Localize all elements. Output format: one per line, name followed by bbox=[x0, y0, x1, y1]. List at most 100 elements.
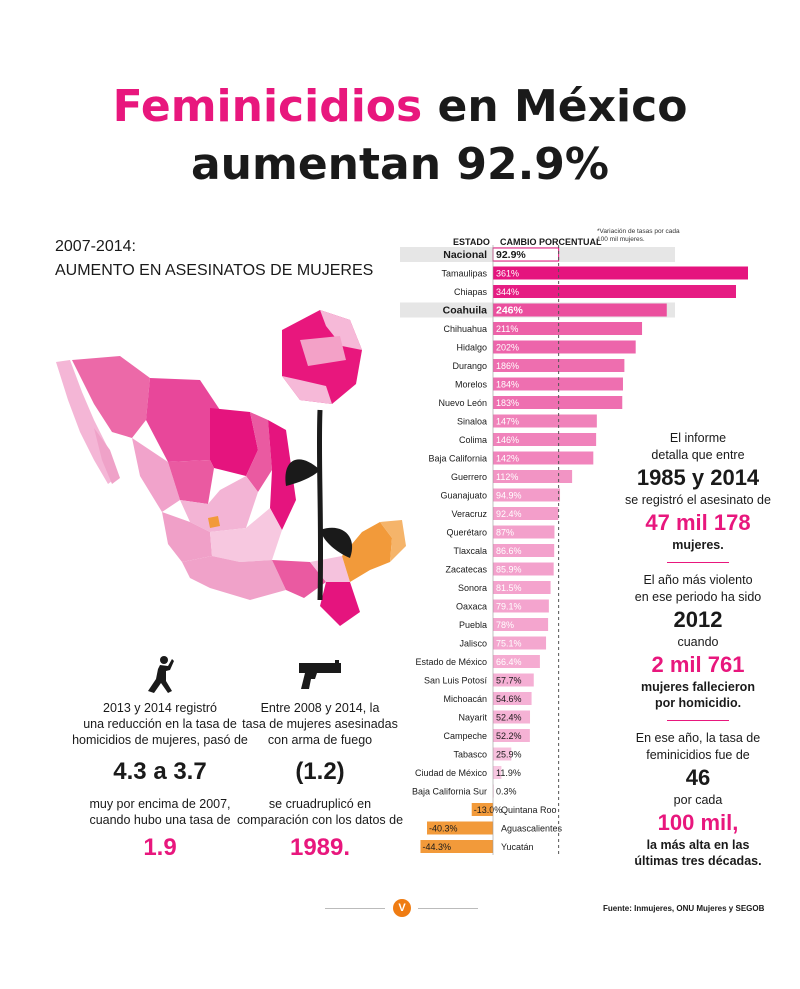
bar-chart: 92.9% Nacional 361% Tamaulipas 344% Chiapas 24… bbox=[400, 245, 748, 855]
value-label: 85.9% bbox=[496, 565, 522, 575]
bar bbox=[493, 396, 623, 409]
category-label: San Luis Potosí bbox=[424, 676, 488, 686]
category-label: Durango bbox=[452, 361, 487, 371]
stats-line: El año más violento bbox=[643, 573, 753, 587]
subtitle-years: 2007-2014: bbox=[55, 238, 136, 255]
category-label: Tamaulipas bbox=[441, 269, 487, 279]
value-label: 79.1% bbox=[496, 602, 522, 612]
category-label: Morelos bbox=[455, 380, 488, 390]
value-label: 87% bbox=[496, 528, 514, 538]
category-label: Sinaloa bbox=[457, 417, 487, 427]
col-header-estado: ESTADO bbox=[453, 237, 490, 247]
bar bbox=[493, 618, 549, 631]
stats-count2: 2 mil 761 bbox=[651, 652, 745, 677]
publisher-logo: V bbox=[393, 899, 411, 917]
bar bbox=[493, 747, 512, 761]
subtitle: 2007-2014: AUMENTO EN ASESINATOS DE MUJE… bbox=[55, 235, 373, 283]
value-label: 92.4% bbox=[496, 509, 522, 519]
value-label: 202% bbox=[496, 343, 519, 353]
bar bbox=[493, 655, 540, 668]
value-label: 25.9% bbox=[496, 750, 522, 760]
bar bbox=[493, 414, 597, 428]
block-line: Entre 2008 y 2014, la bbox=[260, 701, 380, 715]
category-label: Nayarit bbox=[458, 713, 487, 723]
value-label: 344% bbox=[496, 287, 519, 297]
value-label: 52.2% bbox=[496, 731, 522, 741]
stats-rate: 46 bbox=[685, 765, 711, 790]
stats-line: por homicidio. bbox=[654, 696, 742, 710]
stats-line: cuando bbox=[677, 635, 719, 649]
bar bbox=[493, 562, 554, 576]
divider bbox=[667, 720, 729, 721]
bar bbox=[493, 340, 636, 354]
value-label: 94.9% bbox=[496, 491, 522, 501]
bar bbox=[493, 470, 573, 483]
stats-line: detalla que entre bbox=[651, 448, 745, 462]
bar bbox=[493, 433, 597, 446]
homicide-rate-block: 2013 y 2014 registró una reducción en la… bbox=[55, 655, 265, 862]
title-line2: aumentan 92.9% bbox=[190, 139, 610, 190]
block-line: se cruadruplicó en bbox=[268, 797, 372, 811]
value-label: 186% bbox=[496, 361, 519, 371]
value-label: 54.6% bbox=[496, 694, 522, 704]
category-label: Nacional bbox=[443, 249, 487, 261]
block-line: con arma de fuego bbox=[267, 733, 373, 747]
stats-line: mujeres. bbox=[672, 538, 724, 552]
block-line: homicidios de mujeres, pasó de bbox=[72, 733, 248, 747]
value-label: 211% bbox=[496, 324, 518, 334]
bar bbox=[493, 692, 532, 705]
category-label: Estado de México bbox=[415, 657, 487, 667]
page-title: Feminicidios en México aumentan 92.9% bbox=[0, 78, 800, 194]
bar bbox=[493, 710, 531, 724]
value-label: 112% bbox=[496, 472, 518, 482]
category-label: Veracruz bbox=[451, 509, 487, 519]
stats-line: por cada bbox=[673, 793, 723, 807]
category-label: Campeche bbox=[443, 731, 487, 741]
bar bbox=[493, 377, 623, 391]
block-big: 4.3 a 3.7 bbox=[113, 758, 207, 785]
bar bbox=[493, 636, 547, 650]
col-header-cambio: CAMBIO PORCENTUAL bbox=[500, 237, 602, 247]
bar bbox=[493, 451, 594, 465]
bar bbox=[493, 581, 551, 594]
category-label: Hidalgo bbox=[456, 343, 487, 353]
value-label: -44.3% bbox=[422, 842, 451, 852]
footer-divider bbox=[325, 908, 385, 909]
category-label: Guanajuato bbox=[440, 491, 487, 501]
stats-line: En ese año, la tasa de bbox=[635, 731, 761, 745]
bar bbox=[493, 507, 559, 520]
category-label: Nuevo León bbox=[438, 398, 487, 408]
bar bbox=[420, 840, 493, 853]
category-label: Quintana Roo bbox=[501, 805, 557, 815]
category-label: Michoacán bbox=[443, 694, 487, 704]
value-label: 92.9% bbox=[496, 249, 526, 261]
bar bbox=[493, 599, 549, 613]
block-line: una reducción en la tasa de bbox=[83, 717, 237, 731]
category-label: Aguascalientes bbox=[501, 824, 563, 834]
block-pink: 1989. bbox=[289, 834, 351, 861]
stats-line: feminicidios fue de bbox=[646, 748, 750, 762]
source-note: Fuente: Inmujeres, ONU Mujeres y SEGOB bbox=[603, 904, 765, 913]
value-label: -13.0% bbox=[474, 805, 503, 815]
block-big: (1.2) bbox=[295, 758, 345, 785]
bar bbox=[493, 488, 561, 502]
bar bbox=[493, 266, 748, 280]
stats-years: 1985 y 2014 bbox=[636, 465, 760, 490]
block-line: muy por encima de 2007, bbox=[89, 797, 231, 811]
value-label: -40.3% bbox=[429, 824, 458, 834]
category-label: Ciudad de México bbox=[415, 768, 487, 778]
title-rest: en México bbox=[437, 81, 688, 132]
firearm-block: Entre 2008 y 2014, la tasa de mujeres as… bbox=[215, 655, 425, 862]
category-label: Oaxaca bbox=[456, 602, 487, 612]
mexico-map bbox=[50, 300, 420, 640]
category-label: Zacatecas bbox=[445, 565, 487, 575]
value-label: 142% bbox=[496, 454, 519, 464]
stats-count: 47 mil 178 bbox=[645, 510, 751, 535]
bar bbox=[493, 784, 494, 798]
block-pink: 1.9 bbox=[143, 834, 177, 861]
block-line: 2013 y 2014 registró bbox=[103, 701, 217, 715]
title-highlight: Feminicidios bbox=[112, 81, 423, 132]
category-label: Chihuahua bbox=[443, 324, 487, 334]
value-label: 184% bbox=[496, 380, 519, 390]
bar bbox=[471, 803, 493, 816]
